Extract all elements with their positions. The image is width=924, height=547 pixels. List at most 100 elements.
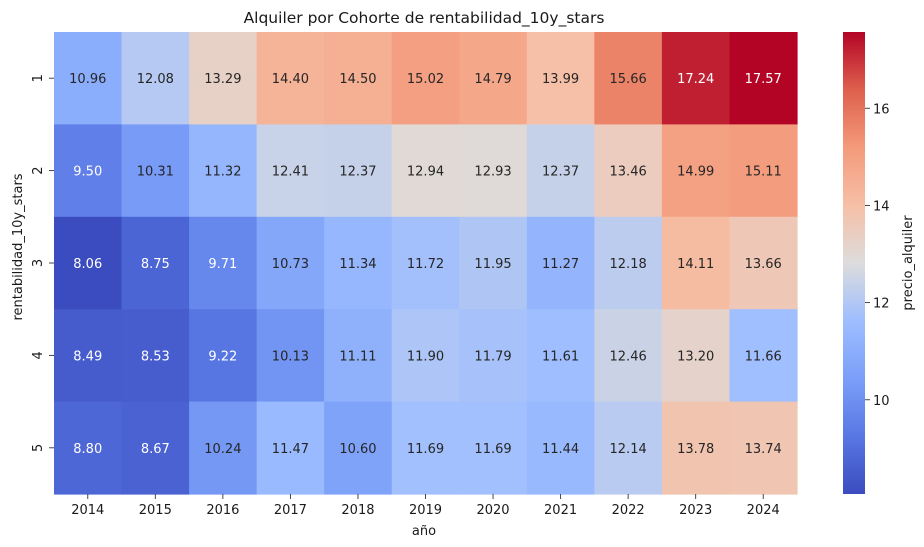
y-tick-label: 1 [31, 74, 46, 82]
colorbar-label: precio_alquiler [901, 215, 916, 311]
colorbar [843, 32, 865, 494]
cell-value-label: 8.75 [141, 257, 170, 272]
cell-value-label: 13.99 [542, 72, 579, 87]
heatmap-cell [661, 124, 731, 218]
x-tick-label: 2021 [544, 503, 577, 518]
x-tick-label: 2022 [612, 503, 645, 518]
heatmap-cell [54, 309, 123, 403]
cell-value-label: 11.44 [542, 442, 579, 457]
colorbar-tick-label: 16 [873, 102, 890, 117]
colorbar-tick-label: 10 [873, 394, 890, 409]
heatmap-cells [54, 32, 798, 495]
cell-value-label: 9.22 [208, 349, 237, 364]
heatmap-cell [324, 309, 393, 403]
heatmap-cell [391, 124, 460, 218]
cell-value-label: 10.60 [339, 442, 376, 457]
cell-value-label: 17.24 [677, 72, 714, 87]
heatmap-cell [54, 401, 123, 495]
cell-value-label: 15.11 [745, 165, 782, 180]
cell-value-label: 13.29 [204, 72, 241, 87]
y-tick-label: 3 [31, 259, 46, 267]
heatmap-cell [729, 309, 798, 403]
cell-value-label: 10.73 [272, 257, 309, 272]
heatmap-cell [526, 124, 595, 218]
cell-value-label: 17.57 [745, 72, 782, 87]
cell-value-label: 12.46 [610, 349, 647, 364]
cell-value-label: 13.78 [677, 442, 714, 457]
cell-value-label: 11.72 [407, 257, 444, 272]
heatmap-cell [459, 32, 528, 125]
cell-value-label: 12.08 [137, 72, 174, 87]
cell-value-label: 11.66 [745, 349, 782, 364]
heatmap-cell [391, 216, 460, 310]
heatmap-cell [729, 401, 798, 495]
cell-value-label: 13.20 [677, 349, 714, 364]
heatmap-cell [729, 216, 798, 310]
cell-value-label: 13.74 [745, 442, 782, 457]
cell-value-label: 10.31 [137, 165, 174, 180]
x-tick-label: 2017 [274, 503, 307, 518]
heatmap-cell [121, 216, 190, 310]
cell-value-label: 12.94 [407, 165, 444, 180]
cell-value-label: 8.67 [141, 442, 170, 457]
heatmap-cell [459, 401, 528, 495]
x-tick-label: 2020 [476, 503, 509, 518]
cell-value-label: 11.47 [272, 442, 309, 457]
cell-value-label: 10.24 [204, 442, 241, 457]
cell-value-label: 14.11 [677, 257, 714, 272]
heatmap-cell [256, 32, 325, 125]
chart-title: Alquiler por Cohorte de rentabilidad_10y… [244, 9, 605, 28]
heatmap-cell [121, 32, 190, 125]
heatmap-cell [324, 401, 393, 495]
heatmap-cell [54, 32, 123, 125]
heatmap-cell [526, 401, 595, 495]
cell-value-label: 15.66 [610, 72, 647, 87]
cell-value-label: 14.99 [677, 165, 714, 180]
heatmap-cell [459, 124, 528, 218]
colorbar-tick-label: 14 [873, 199, 890, 214]
x-tick-label: 2016 [206, 503, 239, 518]
heatmap-cell-labels: 10.96 12.08 13.29 14.40 14.50 15.02 14.79 13.99… [69, 72, 782, 457]
cell-value-label: 12.93 [474, 165, 511, 180]
heatmap-cell [189, 401, 258, 495]
heatmap-cell [256, 124, 325, 218]
heatmap-cell [526, 216, 595, 310]
heatmap-cell [54, 124, 123, 218]
y-tick-label: 4 [31, 351, 46, 359]
heatmap-cell [661, 216, 731, 310]
x-tick-label: 2024 [747, 503, 780, 518]
heatmap-cell [121, 401, 190, 495]
heatmap-cell [661, 401, 731, 495]
heatmap-cell [256, 401, 325, 495]
colorbar-tick-label: 12 [873, 297, 890, 312]
heatmap-cell [391, 309, 460, 403]
cell-value-label: 13.46 [610, 165, 647, 180]
cell-value-label: 10.96 [69, 72, 106, 87]
x-tick-label: 2014 [71, 503, 104, 518]
cell-value-label: 11.79 [474, 349, 511, 364]
heatmap-cell [594, 401, 663, 495]
heatmap-cell [594, 32, 663, 125]
heatmap-cell [256, 216, 325, 310]
x-tick-label: 2018 [341, 503, 374, 518]
y-axis-label: rentabilidad_10y_stars [11, 173, 26, 320]
cell-value-label: 8.06 [73, 257, 102, 272]
cell-value-label: 8.80 [73, 442, 102, 457]
cell-value-label: 11.69 [407, 442, 444, 457]
cell-value-label: 14.40 [272, 72, 309, 87]
y-tick-label: 5 [31, 444, 46, 452]
heatmap-cell [661, 32, 731, 125]
cell-value-label: 11.95 [474, 257, 511, 272]
cell-value-label: 11.32 [204, 165, 241, 180]
x-axis-label: año [412, 524, 436, 539]
heatmap-cell [661, 309, 731, 403]
cell-value-label: 9.50 [73, 165, 102, 180]
cell-value-label: 8.49 [73, 349, 102, 364]
cell-value-label: 12.37 [339, 165, 376, 180]
cell-value-label: 11.34 [339, 257, 376, 272]
heatmap-cell [54, 216, 123, 310]
y-tick-label: 2 [31, 166, 46, 174]
heatmap-cell [594, 309, 663, 403]
heatmap-cell [729, 32, 798, 125]
heatmap-cell [189, 124, 258, 218]
